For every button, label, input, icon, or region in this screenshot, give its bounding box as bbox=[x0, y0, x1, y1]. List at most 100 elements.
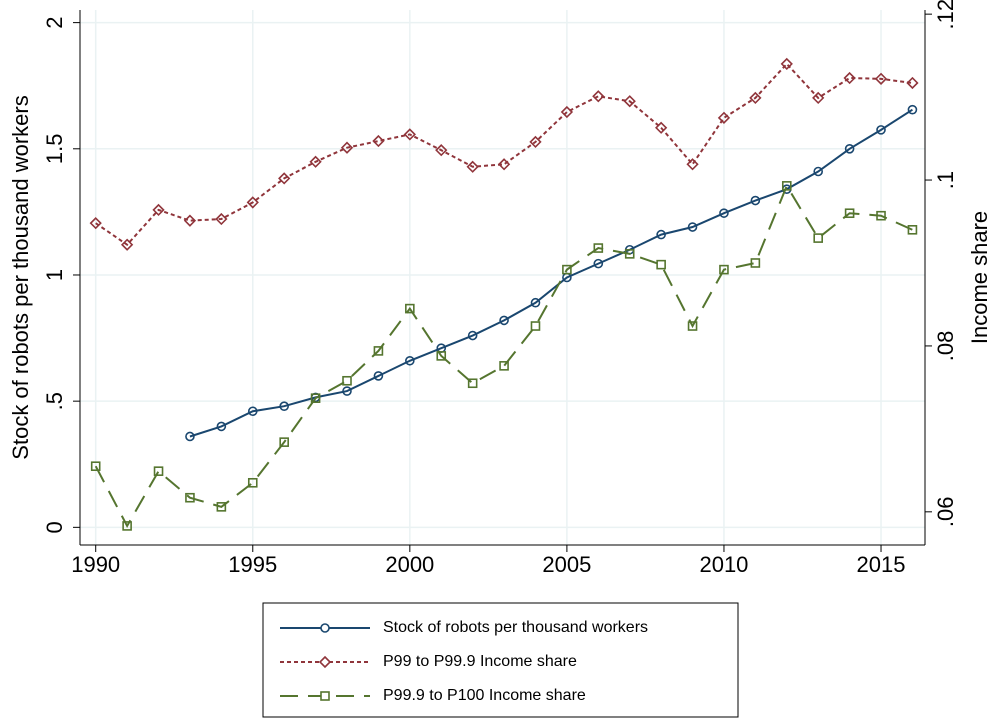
y-tick-label: 0 bbox=[42, 521, 67, 533]
legend-marker bbox=[320, 691, 330, 701]
data-point bbox=[656, 229, 666, 240]
y-tick-label: .5 bbox=[42, 392, 67, 410]
data-point bbox=[719, 264, 729, 275]
data-point bbox=[907, 104, 918, 115]
data-point bbox=[560, 105, 574, 119]
y-tick-label: 2 bbox=[42, 16, 67, 28]
data-point bbox=[592, 90, 605, 103]
data-point bbox=[499, 315, 509, 326]
data-point bbox=[340, 141, 354, 154]
data-point bbox=[372, 134, 385, 148]
data-point bbox=[906, 76, 919, 90]
data-point bbox=[813, 233, 823, 243]
data-point bbox=[562, 264, 572, 275]
data-point bbox=[466, 160, 479, 173]
data-point bbox=[780, 57, 793, 71]
data-point bbox=[530, 321, 541, 331]
data-point bbox=[215, 212, 228, 226]
data-point bbox=[279, 437, 289, 447]
data-point bbox=[247, 477, 258, 488]
x-tick-label: 2010 bbox=[699, 552, 748, 577]
data-point bbox=[717, 111, 731, 124]
y2-tick-label: .06 bbox=[933, 497, 958, 528]
y2-tick-label: .08 bbox=[933, 331, 958, 362]
data-point bbox=[529, 135, 542, 149]
data-point bbox=[467, 378, 478, 389]
data-point bbox=[403, 128, 416, 141]
y-tick-label: 1 bbox=[42, 269, 67, 281]
data-point bbox=[874, 72, 888, 85]
data-point bbox=[405, 355, 415, 366]
data-point bbox=[781, 181, 792, 191]
data-point bbox=[623, 95, 636, 108]
data-point bbox=[750, 195, 761, 206]
legend-marker bbox=[318, 655, 332, 669]
data-point bbox=[373, 371, 384, 381]
data-point bbox=[185, 431, 195, 442]
data-point bbox=[844, 208, 855, 219]
data-point bbox=[497, 158, 511, 171]
data-point bbox=[183, 214, 197, 227]
data-point bbox=[247, 406, 258, 417]
data-point bbox=[844, 143, 855, 154]
data-point bbox=[843, 71, 856, 85]
data-point bbox=[309, 155, 322, 168]
data-point bbox=[876, 125, 886, 135]
series-line bbox=[189, 108, 913, 438]
data-point bbox=[593, 258, 604, 269]
data-point bbox=[342, 375, 352, 386]
data-point bbox=[153, 466, 164, 476]
x-tick-label: 1990 bbox=[71, 552, 120, 577]
data-point bbox=[687, 321, 698, 331]
data-point bbox=[436, 351, 447, 361]
legend-label: P99.9 to P100 Income share bbox=[383, 687, 586, 704]
data-point bbox=[435, 144, 448, 157]
data-point bbox=[216, 421, 227, 432]
data-point bbox=[89, 217, 102, 230]
data-point bbox=[813, 166, 823, 177]
data-point bbox=[687, 222, 698, 232]
data-point bbox=[246, 196, 259, 209]
data-point bbox=[122, 521, 132, 531]
data-point bbox=[216, 502, 227, 512]
x-tick-label: 2015 bbox=[857, 552, 906, 577]
data-point bbox=[655, 121, 668, 134]
x-tick-label: 1995 bbox=[228, 552, 277, 577]
y2-tick-label: .12 bbox=[933, 0, 958, 29]
data-point bbox=[152, 203, 165, 217]
legend-label: P99 to P99.9 Income share bbox=[383, 653, 577, 670]
data-point bbox=[719, 208, 729, 218]
data-point bbox=[278, 172, 291, 185]
data-point bbox=[499, 361, 509, 371]
series-line bbox=[95, 62, 913, 247]
data-point bbox=[656, 259, 666, 270]
data-point bbox=[624, 249, 635, 259]
data-point bbox=[530, 297, 541, 308]
legend-label: Stock of robots per thousand workers bbox=[383, 619, 648, 636]
y2-axis-title: Income share bbox=[967, 211, 992, 344]
data-point bbox=[90, 461, 101, 472]
data-point bbox=[185, 492, 195, 503]
series-line bbox=[94, 183, 913, 528]
legend-marker bbox=[320, 623, 330, 633]
data-point bbox=[812, 91, 825, 105]
data-point bbox=[749, 91, 762, 105]
data-point bbox=[342, 386, 352, 396]
data-point bbox=[750, 258, 761, 268]
data-point bbox=[279, 401, 289, 412]
data-point bbox=[686, 158, 699, 171]
data-point bbox=[907, 225, 918, 235]
data-point bbox=[593, 243, 604, 253]
y-axis-title: Stock of robots per thousand workers bbox=[8, 95, 33, 459]
x-tick-label: 2005 bbox=[542, 552, 591, 577]
y-tick-label: 1.5 bbox=[42, 134, 67, 165]
data-point bbox=[310, 393, 321, 403]
data-point bbox=[373, 346, 384, 356]
x-tick-label: 2000 bbox=[385, 552, 434, 577]
data-point bbox=[876, 210, 886, 221]
data-point bbox=[405, 303, 415, 314]
data-point bbox=[467, 330, 478, 341]
legend-box bbox=[262, 602, 739, 718]
y2-tick-label: .1 bbox=[933, 171, 958, 189]
